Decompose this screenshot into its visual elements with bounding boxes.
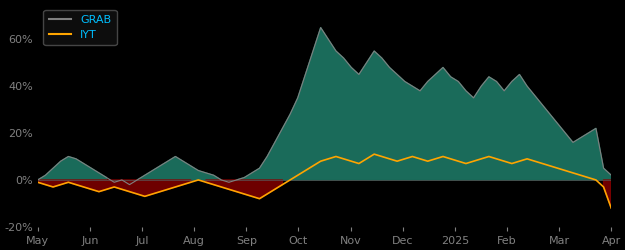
Legend: GRAB, IYT: GRAB, IYT	[43, 10, 117, 45]
